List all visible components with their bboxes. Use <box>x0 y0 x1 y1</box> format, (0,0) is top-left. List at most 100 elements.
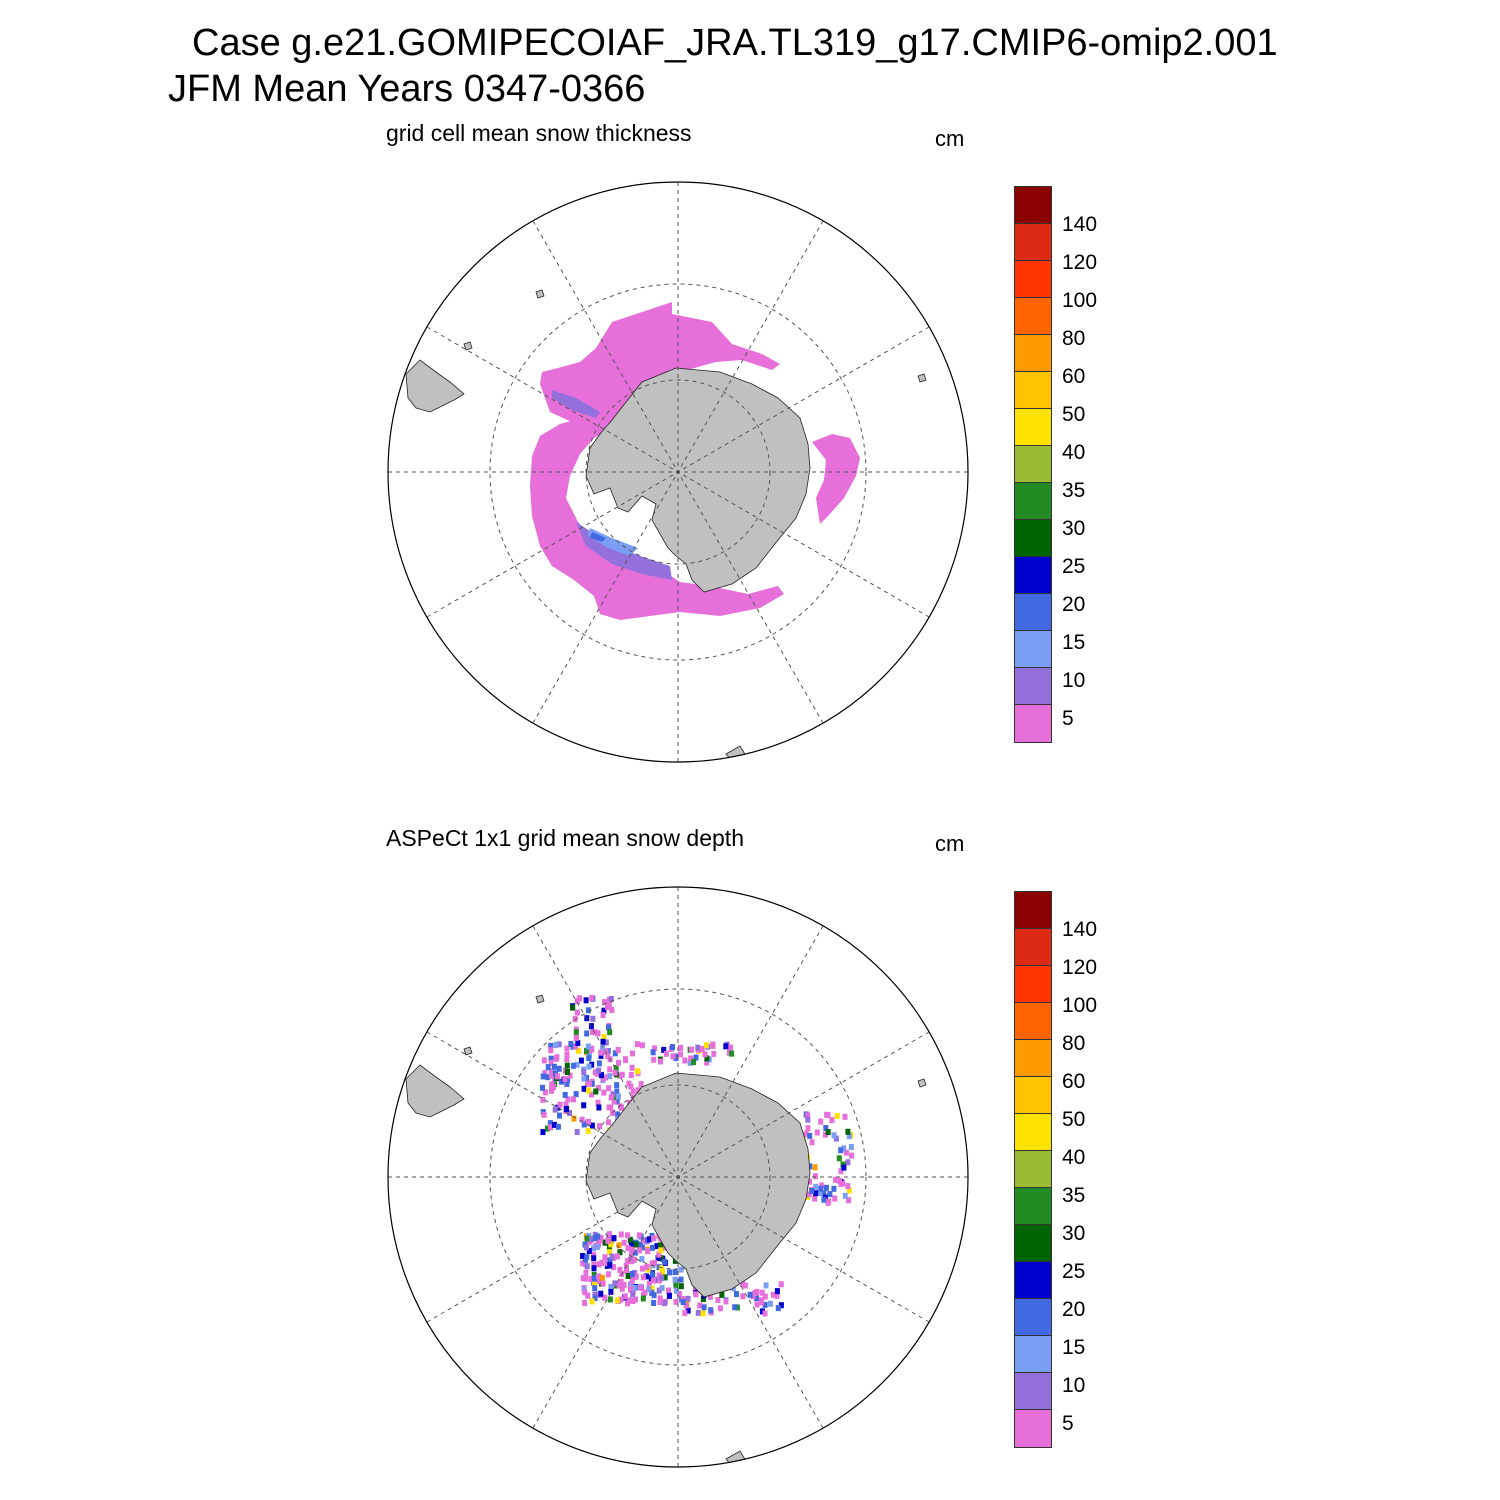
observation-cell <box>670 1053 676 1060</box>
observation-cell <box>540 1129 546 1136</box>
observation-cell <box>806 1191 812 1198</box>
observation-cell <box>556 1041 562 1048</box>
observation-cell <box>666 1287 671 1294</box>
observation-cell <box>608 1284 614 1290</box>
observation-cell <box>594 1243 600 1250</box>
observation-cell <box>818 1118 824 1125</box>
observation-cell <box>614 1253 620 1260</box>
panel1-graticule <box>388 182 968 762</box>
observation-cell <box>823 1184 829 1191</box>
observation-cell <box>611 1098 617 1105</box>
observation-cell <box>579 1116 585 1123</box>
observation-cell <box>673 1282 679 1289</box>
observation-cell <box>612 1069 618 1076</box>
observation-cell <box>596 1067 602 1074</box>
observation-cell <box>697 1302 703 1309</box>
colorbar-label: 5 <box>1062 1412 1074 1435</box>
observation-cell <box>616 1282 622 1289</box>
observation-cell <box>719 1291 725 1298</box>
observation-cell <box>548 1124 553 1131</box>
observation-cell <box>590 1029 596 1035</box>
observation-cell <box>660 1269 665 1276</box>
colorbar-label: 5 <box>1062 707 1074 730</box>
observation-cell <box>562 1091 568 1098</box>
colorbar-label: 30 <box>1062 517 1086 540</box>
observation-cell <box>548 1068 554 1075</box>
observation-cell <box>603 1074 608 1081</box>
observation-cell <box>573 1034 579 1041</box>
figure-title-period: JFM Mean Years 0347-0366 <box>168 68 646 110</box>
observation-cell <box>567 1072 573 1079</box>
observation-cell <box>600 1280 606 1287</box>
observation-cell <box>672 1269 678 1276</box>
observation-cell <box>604 1260 610 1267</box>
colorbar-box-12 <box>1015 1003 1051 1040</box>
observation-cell <box>657 1299 663 1306</box>
observation-cell <box>617 1249 623 1256</box>
observation-cell <box>838 1168 844 1175</box>
observation-cell <box>805 1125 811 1132</box>
observation-cell <box>583 1269 589 1276</box>
observation-cell <box>643 1273 649 1280</box>
observation-cell <box>600 1012 606 1019</box>
observation-cell <box>630 1050 635 1057</box>
panel2-units: cm <box>935 831 965 856</box>
observation-cell <box>845 1183 851 1190</box>
observation-cell <box>609 1253 615 1260</box>
observation-cell <box>680 1299 686 1305</box>
observation-cell <box>608 996 614 1002</box>
colorbar-box-14 <box>1015 929 1051 966</box>
panel1-colorbar <box>1014 186 1052 743</box>
observation-cell <box>607 1257 613 1264</box>
observation-cell <box>584 1074 589 1081</box>
observation-cell <box>600 1038 606 1045</box>
observation-cell <box>584 1263 590 1270</box>
observation-cell <box>807 1132 813 1139</box>
observation-cell <box>633 1296 639 1303</box>
observation-cell <box>734 1304 740 1311</box>
observation-cell <box>612 1050 618 1057</box>
observation-cell <box>583 997 589 1004</box>
observation-cell <box>845 1128 851 1135</box>
observation-cell <box>812 1164 818 1171</box>
observation-cell <box>762 1301 768 1308</box>
colorbar-label: 60 <box>1062 1070 1086 1093</box>
colorbar-label: 20 <box>1062 593 1086 616</box>
observation-cell <box>649 1271 655 1278</box>
observation-cell <box>688 1055 694 1062</box>
colorbar-label: 60 <box>1062 365 1086 388</box>
observation-cell <box>621 1281 627 1288</box>
colorbar-box-8 <box>1015 1151 1051 1188</box>
observation-cell <box>580 1253 586 1259</box>
observation-cell <box>589 1080 595 1087</box>
colorbar-box-7 <box>1015 1188 1051 1225</box>
observation-cell <box>635 1041 640 1048</box>
observation-cell <box>821 1196 827 1203</box>
observation-cell <box>838 1147 844 1154</box>
observation-cell <box>609 1238 614 1245</box>
panel1-ice-east <box>812 434 860 524</box>
observation-cell <box>607 1066 613 1073</box>
observation-cell <box>625 1273 631 1279</box>
colorbar-box-4 <box>1015 1299 1051 1336</box>
observation-cell <box>571 1096 576 1103</box>
observation-cell <box>562 1076 568 1083</box>
observation-cell <box>599 1259 605 1266</box>
observation-cell <box>832 1195 838 1202</box>
observation-cell <box>831 1185 837 1192</box>
observation-cell <box>642 1289 648 1296</box>
observation-cell <box>595 1233 601 1240</box>
observation-cell <box>601 1007 607 1014</box>
observation-cell <box>824 1111 830 1118</box>
observation-cell <box>608 1288 614 1295</box>
panel1-map <box>387 181 969 763</box>
panel1-map-content <box>405 289 927 762</box>
panel1-ice-ross <box>530 416 784 620</box>
observation-cell <box>626 1080 632 1087</box>
observation-cell <box>606 1104 612 1111</box>
observation-cell <box>814 1129 820 1136</box>
observation-cell <box>667 1269 672 1276</box>
observation-cell <box>628 1251 634 1258</box>
observation-cell <box>542 1089 548 1096</box>
observation-cell <box>581 1102 587 1109</box>
